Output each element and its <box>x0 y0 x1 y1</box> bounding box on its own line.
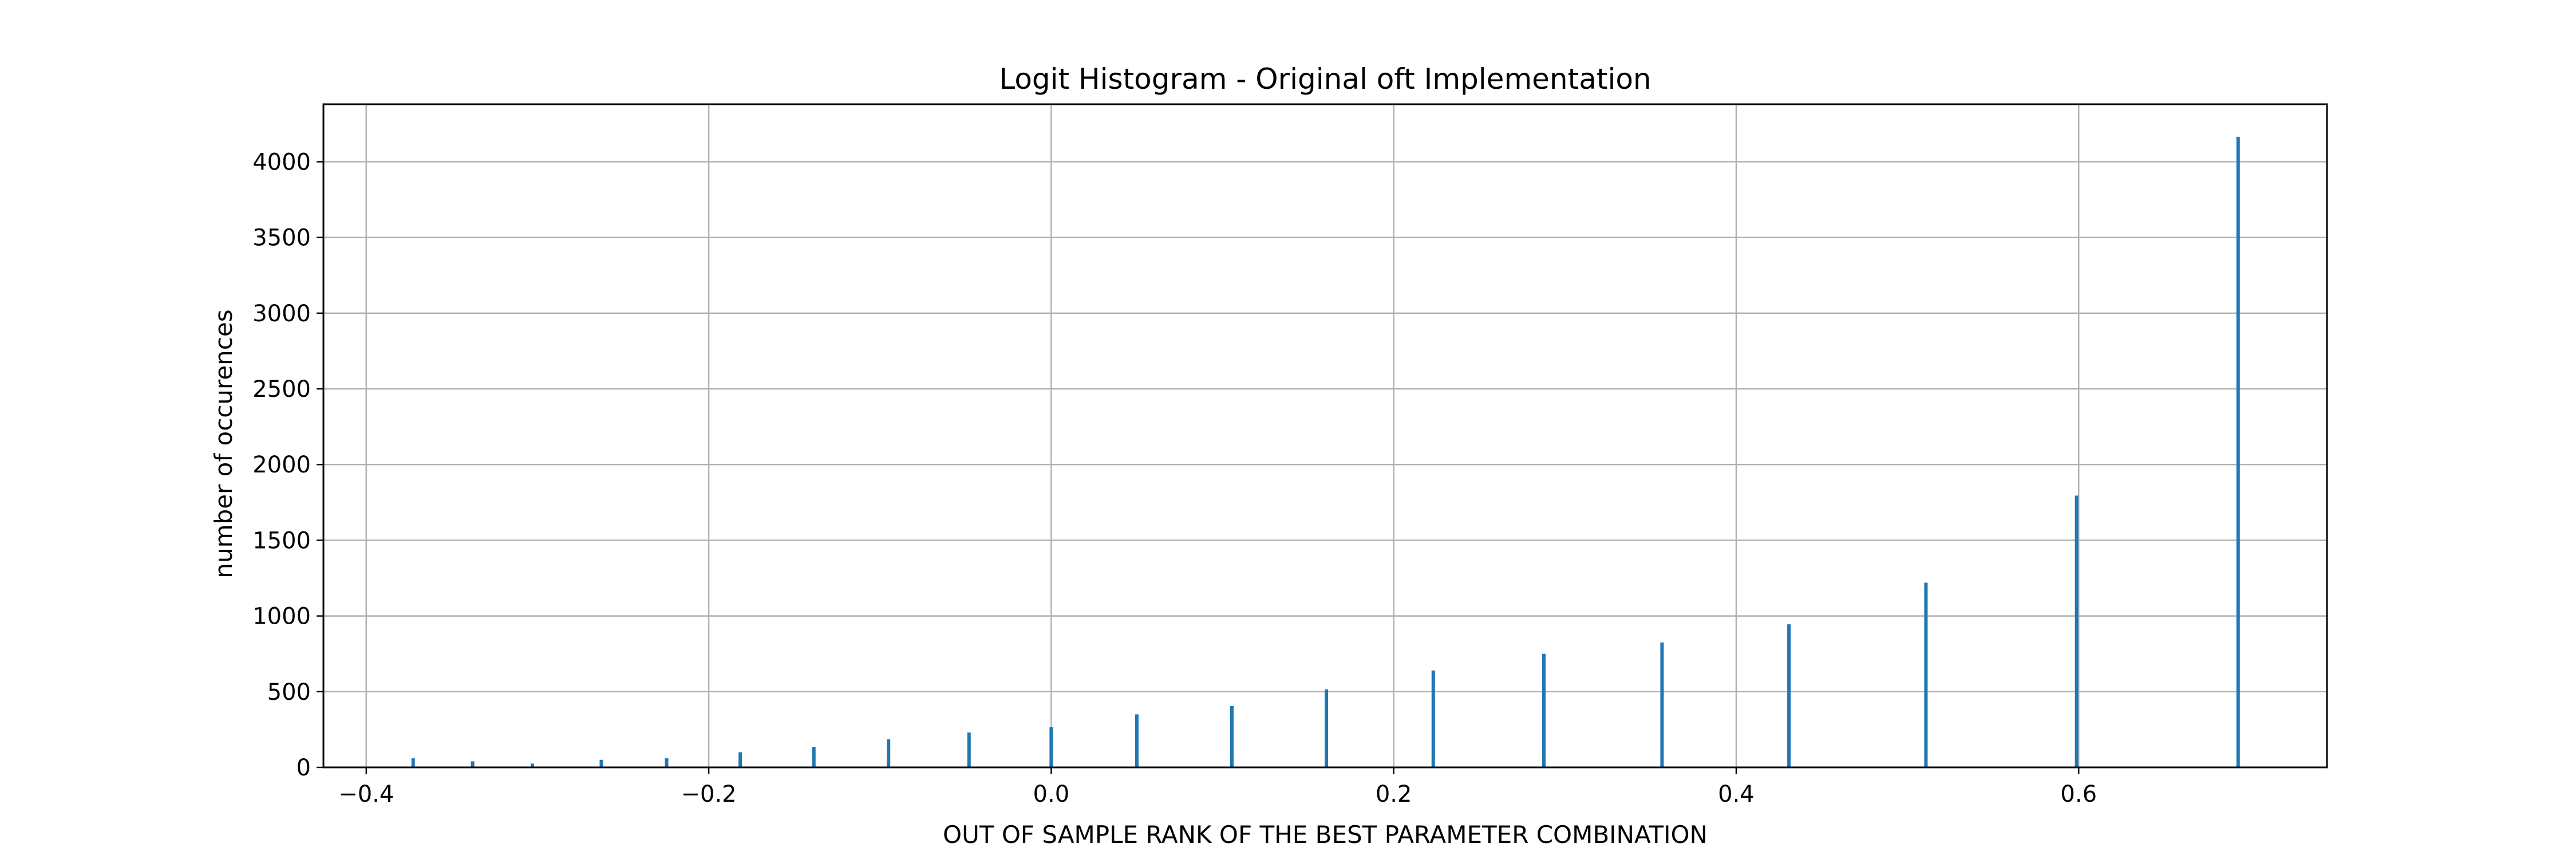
histogram-bar <box>1135 714 1139 767</box>
y-tick-label: 2000 <box>252 452 311 478</box>
y-tick-label: 0 <box>297 755 311 781</box>
histogram-bar <box>1230 706 1234 767</box>
chart-title: Logit Histogram - Original oft Implement… <box>999 62 1651 96</box>
histogram-bar <box>1660 642 1664 767</box>
y-tick-label: 3500 <box>252 225 311 251</box>
histogram-bar <box>1787 624 1791 767</box>
histogram-bar <box>665 758 669 767</box>
histogram-bar <box>967 732 971 767</box>
histogram-bar <box>1924 582 1928 767</box>
y-tick-label: 500 <box>267 679 311 706</box>
x-tick-label: 0.6 <box>2060 781 2097 807</box>
histogram-bar <box>530 763 534 767</box>
y-axis: 0 500 1000 1500 2000 2500 3000 3500 4000 <box>252 149 323 781</box>
x-tick-label: 0.4 <box>1718 781 1755 807</box>
histogram-bar <box>471 761 475 767</box>
y-tick-label: 2500 <box>252 376 311 403</box>
x-tick-label: −0.4 <box>338 781 394 807</box>
y-tick-label: 1000 <box>252 604 311 630</box>
x-axis: −0.4 −0.2 0.0 0.2 0.4 0.6 <box>338 767 2097 807</box>
histogram-bar <box>1431 670 1435 767</box>
histogram-bars <box>411 136 2240 767</box>
grid-lines <box>323 104 2327 769</box>
histogram-bar <box>2236 136 2240 767</box>
plot-frame <box>322 103 2328 769</box>
x-tick-label: 0.0 <box>1033 781 1070 807</box>
histogram-bar <box>411 758 415 767</box>
x-tick-label: 0.2 <box>1376 781 1412 807</box>
histogram-bar <box>1542 653 1546 767</box>
histogram-bar <box>738 752 742 767</box>
histogram-bar <box>887 739 891 767</box>
histogram-bar <box>599 759 603 767</box>
histogram-bar <box>1325 689 1329 767</box>
histogram-bar <box>2075 495 2079 767</box>
y-tick-label: 4000 <box>252 149 311 175</box>
y-tick-label: 3000 <box>252 301 311 327</box>
y-axis-label: number of occurences <box>210 309 238 578</box>
x-axis-label: OUT OF SAMPLE RANK OF THE BEST PARAMETER… <box>943 821 1708 849</box>
x-tick-label: −0.2 <box>681 781 737 807</box>
y-tick-label: 1500 <box>252 527 311 554</box>
histogram-bar <box>812 747 816 767</box>
histogram-bar <box>1049 727 1053 767</box>
